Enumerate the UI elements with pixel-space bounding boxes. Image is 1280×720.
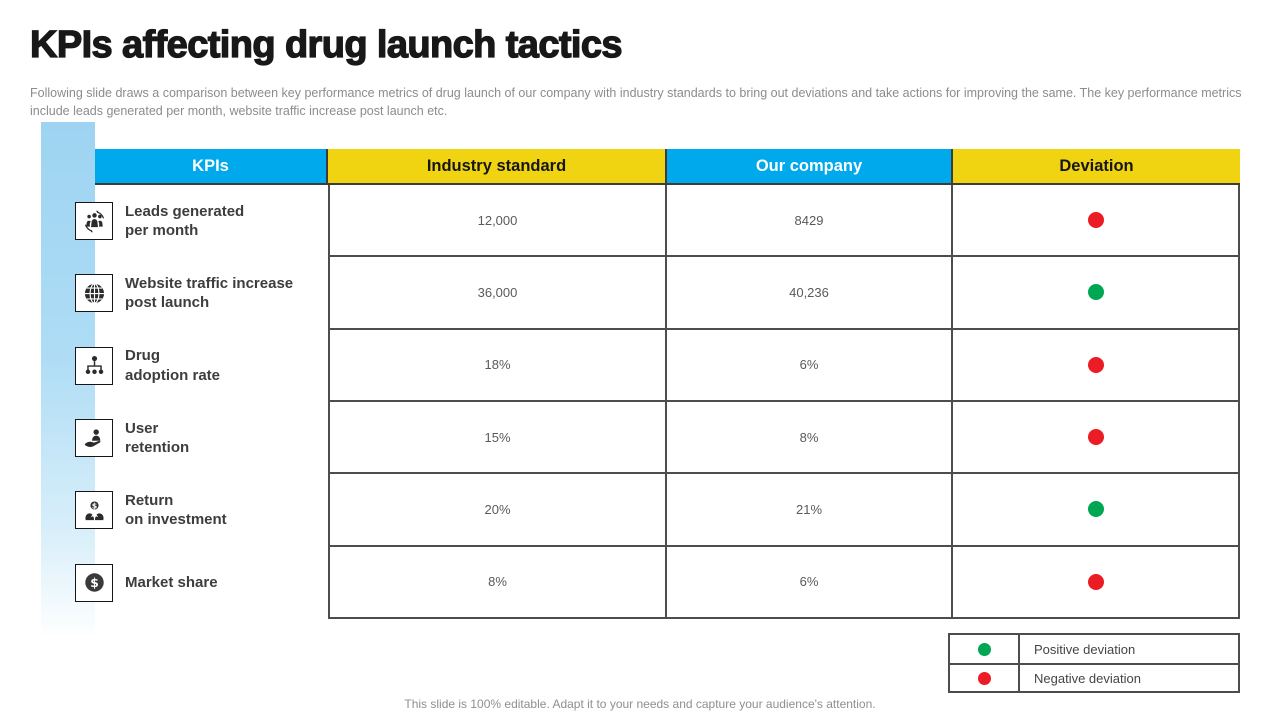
deviation-dot xyxy=(1087,429,1104,446)
deviation-dot xyxy=(1087,212,1104,229)
svg-text:$: $ xyxy=(91,501,96,510)
deviation-dot xyxy=(1087,501,1104,518)
our-company-value: 21% xyxy=(667,474,953,547)
legend-label: Positive deviation xyxy=(1034,641,1136,657)
our-company-value: 6% xyxy=(667,546,953,619)
our-company-value: 40,236 xyxy=(667,257,953,330)
deviation-legend: Positive deviation Negative deviation xyxy=(948,633,1240,693)
kpi-label: Market share xyxy=(125,574,218,592)
industry-standard-value: 12,000 xyxy=(328,185,667,258)
deviation-cell xyxy=(953,546,1240,619)
legend-item: Negative deviation xyxy=(950,663,1238,691)
industry-standard-value: 15% xyxy=(328,401,667,475)
deviation-cell xyxy=(953,329,1240,402)
kpi-label: User retention xyxy=(125,419,190,457)
table-row: $ Market share 8% 6% xyxy=(75,546,1240,619)
column-header-kpis: KPIs xyxy=(95,149,328,185)
website-traffic-icon xyxy=(75,274,113,313)
our-company-value: 8% xyxy=(667,401,953,475)
industry-standard-value: 18% xyxy=(328,329,667,402)
column-header-deviation: Deviation xyxy=(953,149,1240,185)
industry-standard-value: 20% xyxy=(328,474,667,547)
table-body: Leads generated per month 12,000 8429 xyxy=(75,185,1240,619)
our-company-value: 8429 xyxy=(667,185,953,258)
table-row: Leads generated per month 12,000 8429 xyxy=(75,185,1240,258)
kpi-cell: Website traffic increase post launch xyxy=(75,257,328,329)
legend-label: Negative deviation xyxy=(1034,670,1141,686)
kpi-cell: $ Market share xyxy=(75,547,328,619)
slide-description: Following slide draws a comparison betwe… xyxy=(30,86,1242,119)
negative-deviation-dot xyxy=(977,671,991,685)
leads-generated-icon xyxy=(75,202,113,241)
table-row: Drug adoption rate 18% 6% xyxy=(75,329,1240,402)
column-header-our-company: Our company xyxy=(667,149,953,185)
drug-adoption-icon xyxy=(75,346,113,385)
positive-deviation-dot xyxy=(977,642,991,656)
deviation-cell xyxy=(953,401,1240,475)
deviation-cell xyxy=(953,474,1240,547)
page-title: KPIs affecting drug launch tactics xyxy=(29,23,623,66)
deviation-dot xyxy=(1087,573,1104,590)
kpi-label: Drug adoption rate xyxy=(125,347,221,384)
return-on-investment-icon: $ xyxy=(75,491,113,530)
our-company-value: 6% xyxy=(667,329,953,402)
kpi-cell: $ Return on investment xyxy=(75,474,328,546)
deviation-dot xyxy=(1087,356,1104,373)
legend-dot-cell xyxy=(950,635,1020,663)
table-row: $ Return on investment 20% 21% xyxy=(75,474,1240,547)
table-row: Website traffic increase post launch 36,… xyxy=(75,257,1240,330)
kpi-label: Leads generated per month xyxy=(125,202,245,240)
market-share-icon: $ xyxy=(75,563,113,602)
kpi-label: Website traffic increase post launch xyxy=(125,274,294,312)
kpi-label: Return on investment xyxy=(125,491,227,529)
legend-item: Positive deviation xyxy=(950,635,1238,663)
deviation-dot xyxy=(1087,284,1104,301)
svg-text:$: $ xyxy=(90,576,99,590)
editable-note: This slide is 100% editable. Adapt it to… xyxy=(404,697,876,711)
table-row: User retention 15% 8% xyxy=(75,401,1240,475)
deviation-cell xyxy=(953,185,1240,258)
kpi-comparison-table: KPIs Industry standard Our company Devia… xyxy=(75,149,1240,619)
kpi-cell: User retention xyxy=(75,402,328,474)
kpi-cell: Drug adoption rate xyxy=(75,330,328,402)
industry-standard-value: 8% xyxy=(328,546,667,619)
user-retention-icon xyxy=(75,419,113,458)
industry-standard-value: 36,000 xyxy=(328,257,667,330)
legend-dot-cell xyxy=(950,665,1020,691)
deviation-cell xyxy=(953,257,1240,330)
column-header-industry-standard: Industry standard xyxy=(328,149,667,185)
table-header-row: KPIs Industry standard Our company Devia… xyxy=(95,149,1240,185)
kpi-cell: Leads generated per month xyxy=(75,185,328,257)
